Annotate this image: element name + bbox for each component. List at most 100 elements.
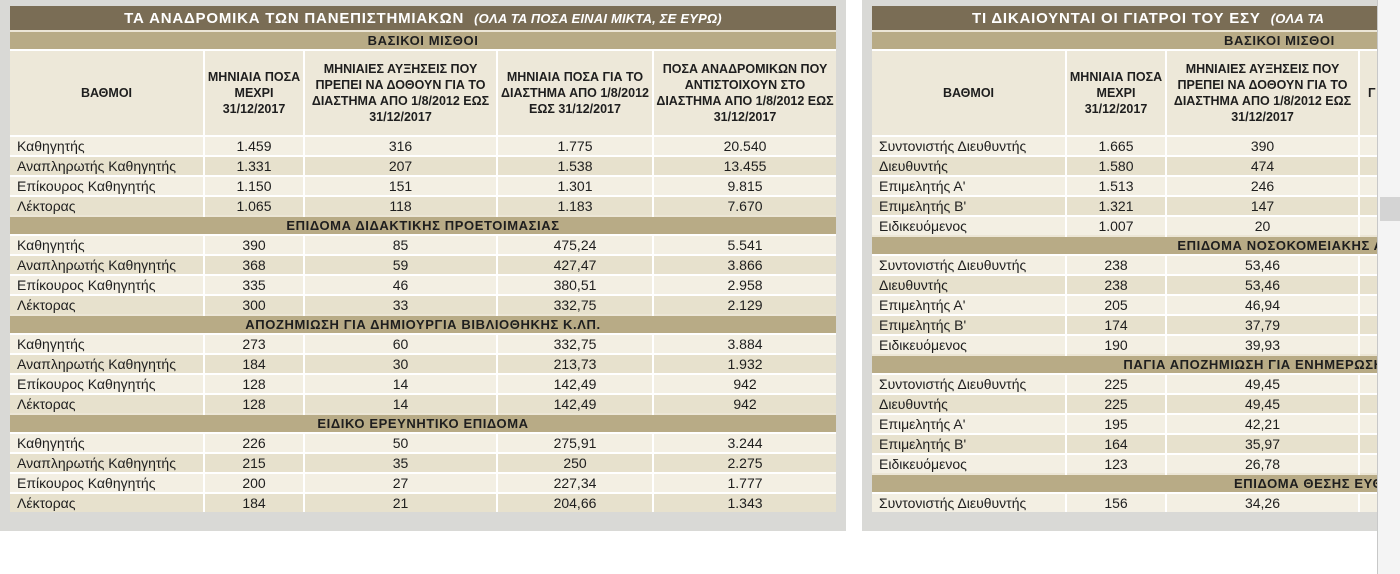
value-cell [1357, 314, 1377, 335]
section-header: ΕΠΙΔΟΜΑ ΘΕΣΗΣ ΕΥΘΥΝΗ [872, 473, 1377, 493]
value-cell: 1.321 [1065, 195, 1166, 216]
rank-cell: Καθηγητής [10, 432, 204, 453]
value-cell: 35 [303, 452, 497, 473]
value-cell: 5.541 [651, 234, 837, 255]
table-title: ΤΑ ΑΝΑΔΡΟΜΙΚΑ ΤΩΝ ΠΑΝΕΠΙΣΤΗΜΙΑΚΩΝ [124, 9, 465, 27]
value-cell: 37,79 [1165, 314, 1359, 335]
table-row: Επιμελητής Α' 1.513 246 [872, 175, 1377, 196]
column-header-monthly: ΜΗΝΙΑΙΑ ΠΟΣΑ ΜΕΧΡΙ 31/12/2017 [1065, 49, 1166, 136]
rank-cell: Συντονιστής Διευθυντής [872, 254, 1066, 275]
value-cell: 1.777 [651, 472, 837, 493]
value-cell: 1.775 [496, 135, 653, 156]
rank-cell: Ειδικευόμενος [872, 215, 1066, 236]
value-cell [1357, 195, 1377, 216]
scrollbar-thumb[interactable] [1380, 197, 1400, 221]
value-cell [1357, 334, 1377, 355]
value-cell: 1.331 [203, 155, 304, 176]
table-row: Ειδικευόμενος 123 26,78 [872, 453, 1377, 474]
value-cell: 215 [203, 452, 304, 473]
value-cell: 3.244 [651, 432, 837, 453]
value-cell: 59 [303, 254, 497, 275]
value-cell: 128 [203, 373, 304, 394]
value-cell: 50 [303, 432, 497, 453]
value-cell: 174 [1065, 314, 1166, 335]
rank-cell: Επιμελητής Α' [872, 175, 1066, 196]
column-header-monthly: ΜΗΝΙΑΙΑ ΠΟΣΑ ΜΕΧΡΙ 31/12/2017 [203, 49, 304, 136]
section-label: ΒΑΣΙΚΟΙ ΜΙΣΘΟΙ [872, 30, 1377, 50]
value-cell: 190 [1065, 334, 1166, 355]
rank-cell: Καθηγητής [10, 234, 204, 255]
value-cell [1357, 453, 1377, 474]
rank-cell: Συντονιστής Διευθυντής [872, 373, 1066, 394]
value-cell: 46,94 [1165, 294, 1359, 315]
value-cell: 942 [651, 393, 837, 414]
rank-cell: Αναπληρωτής Καθηγητής [10, 452, 204, 473]
rank-cell: Επίκουρος Καθηγητής [10, 472, 204, 493]
rank-cell: Διευθυντής [872, 155, 1066, 176]
value-cell: 213,73 [496, 353, 653, 374]
value-cell: 1.150 [203, 175, 304, 196]
rank-cell: Λέκτορας [10, 492, 204, 512]
value-cell: 128 [203, 393, 304, 414]
section-label: ΕΠΙΔΟΜΑ ΔΙΔΑΚΤΙΚΗΣ ΠΡΟΕΤΟΙΜΑΣΙΑΣ [10, 215, 837, 235]
table-row: Συντονιστής Διευθυντής 1.665 390 [872, 135, 1377, 156]
table-row: Λέκτορας 184 21 204,66 1.343 [10, 492, 837, 512]
value-cell: 142,49 [496, 373, 653, 394]
value-cell: 332,75 [496, 294, 653, 315]
table-row: Επιμελητής Α' 205 46,94 [872, 294, 1377, 315]
value-cell: 200 [203, 472, 304, 493]
table-row: Αναπληρωτής Καθηγητής 1.331 207 1.538 13.455 [10, 155, 837, 176]
section-label: ΒΑΣΙΚΟΙ ΜΙΣΘΟΙ [10, 30, 837, 50]
value-cell: 1.301 [496, 175, 653, 196]
table-row: Λέκτορας 300 33 332,75 2.129 [10, 294, 837, 315]
value-cell: 7.670 [651, 195, 837, 216]
rank-cell: Επιμελητής Β' [872, 314, 1066, 335]
table-row: Επίκουρος Καθηγητής 128 14 142,49 942 [10, 373, 837, 394]
column-header-row: ΒΑΘΜΟΙ ΜΗΝΙΑΙΑ ΠΟΣΑ ΜΕΧΡΙ 31/12/2017 ΜΗΝ… [10, 49, 837, 136]
value-cell: 1.459 [203, 135, 304, 156]
value-cell [1357, 413, 1377, 434]
value-cell: 30 [303, 353, 497, 374]
value-cell [1357, 155, 1377, 176]
value-cell: 147 [1165, 195, 1359, 216]
value-cell: 390 [203, 234, 304, 255]
value-cell: 1.065 [203, 195, 304, 216]
value-cell: 42,21 [1165, 413, 1359, 434]
rank-cell: Επιμελητής Β' [872, 433, 1066, 454]
value-cell [1357, 254, 1377, 275]
rank-cell: Ειδικευόμενος [872, 453, 1066, 474]
value-cell: 164 [1065, 433, 1166, 454]
rank-cell: Συντονιστής Διευθυντής [872, 135, 1066, 156]
table-row: Επιμελητής Β' 164 35,97 [872, 433, 1377, 454]
left-table-panel: ΤΑ ΑΝΑΔΡΟΜΙΚΑ ΤΩΝ ΠΑΝΕΠΙΣΤΗΜΙΑΚΩΝ (ΟΛΑ ΤΑ… [0, 0, 846, 531]
table-row: Επίκουρος Καθηγητής 335 46 380,51 2.958 [10, 274, 837, 295]
table-row: Καθηγητής 390 85 475,24 5.541 [10, 234, 837, 255]
column-header-arrears: ΠΟΣΑ ΑΝΑΔΡΟΜΙΚΩΝ ΠΟΥ ΑΝΤΙΣΤΟΙΧΟΥΝ ΣΤΟ ΔΙ… [651, 49, 837, 136]
section-label: ΕΠΙΔΟΜΑ ΘΕΣΗΣ ΕΥΘΥΝΗ [872, 473, 1377, 493]
value-cell: 26,78 [1165, 453, 1359, 474]
rank-cell: Διευθυντής [872, 274, 1066, 295]
rank-cell: Αναπληρωτής Καθηγητής [10, 254, 204, 275]
table-row: Αναπληρωτής Καθηγητής 215 35 250 2.275 [10, 452, 837, 473]
right-table-panel: ΤΙ ΔΙΚΑΙΟΥΝΤΑΙ ΟΙ ΓΙΑΤΡΟΙ ΤΟΥ ΕΣΥ (ΟΛΑ ΤΑ… [862, 0, 1377, 531]
value-cell: 46 [303, 274, 497, 295]
value-cell: 225 [1065, 393, 1166, 414]
rank-cell: Διευθυντής [872, 393, 1066, 414]
page-scrollbar[interactable] [1377, 0, 1400, 574]
value-cell: 49,45 [1165, 393, 1359, 414]
value-cell [1357, 393, 1377, 414]
value-cell: 13.455 [651, 155, 837, 176]
section-label: ΑΠΟΖΗΜΙΩΣΗ ΓΙΑ ΔΗΜΙΟΥΡΓΙΑ ΒΙΒΛΙΟΘΗΚΗΣ Κ.… [10, 314, 837, 334]
rank-cell: Καθηγητής [10, 333, 204, 354]
table-subtitle: (ΟΛΑ ΤΑ [1270, 10, 1325, 26]
value-cell: 475,24 [496, 234, 653, 255]
value-cell: 225 [1065, 373, 1166, 394]
value-cell: 3.866 [651, 254, 837, 275]
section-header: ΒΑΣΙΚΟΙ ΜΙΣΘΟΙ [872, 30, 1377, 50]
value-cell: 33 [303, 294, 497, 315]
table-row: Επιμελητής Β' 174 37,79 [872, 314, 1377, 335]
table-row: Αναπληρωτής Καθηγητής 184 30 213,73 1.932 [10, 353, 837, 374]
rank-cell: Αναπληρωτής Καθηγητής [10, 155, 204, 176]
value-cell: 118 [303, 195, 497, 216]
value-cell: 1.513 [1065, 175, 1166, 196]
